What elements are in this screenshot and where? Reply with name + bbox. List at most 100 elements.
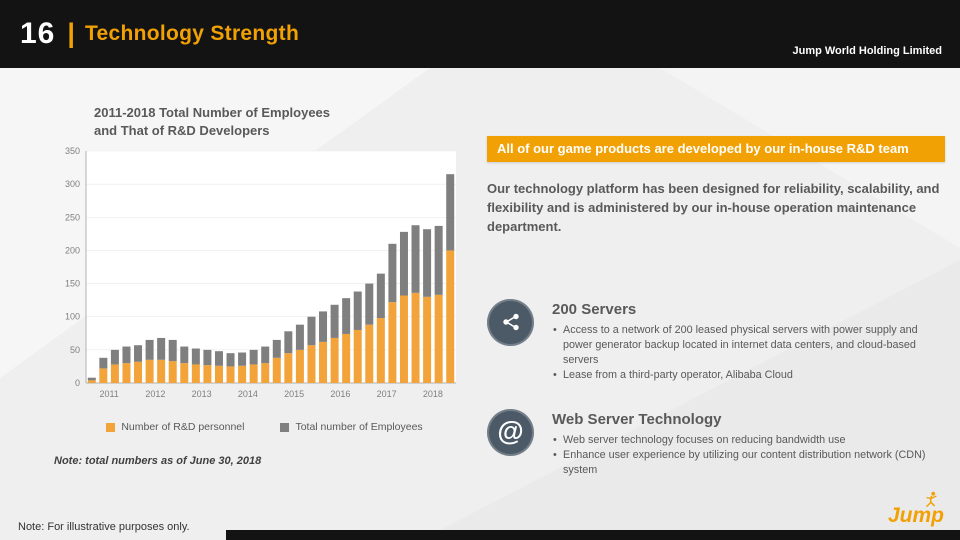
chart-legend: Number of R&D personnel Total number of … xyxy=(52,421,477,433)
bar-total-employees xyxy=(365,283,374,325)
bottom-black-bar xyxy=(226,530,960,540)
logo-wordmark: Jump xyxy=(887,504,944,528)
bullet: Access to a network of 200 leased physic… xyxy=(552,323,945,368)
employees-chart-block: 2011-2018 Total Number of Employees and … xyxy=(52,104,477,467)
section-web-server: @ Web Server Technology Web server techn… xyxy=(487,408,945,478)
bar-total-employees xyxy=(214,351,223,366)
disclaimer-note: Note: For illustrative purposes only. xyxy=(18,521,190,533)
svg-text:200: 200 xyxy=(65,246,80,256)
bar-total-employees xyxy=(99,357,108,369)
bar-total-employees xyxy=(376,273,385,319)
bar-total-employees xyxy=(249,349,258,365)
chart-title-line1: 2011-2018 Total Number of Employees xyxy=(94,105,331,120)
bar-total-employees xyxy=(423,229,432,297)
bar-rd-personnel xyxy=(226,366,235,384)
x-axis-year-label: 2018 xyxy=(423,389,443,399)
bar-rd-personnel xyxy=(342,334,351,384)
bar-rd-personnel xyxy=(110,364,119,384)
bar-total-employees xyxy=(203,349,212,366)
at-symbol-icon: @ xyxy=(487,408,534,456)
bar-rd-personnel xyxy=(434,294,443,384)
bar-rd-personnel xyxy=(249,364,258,384)
section-servers-body: 200 Servers Access to a network of 200 l… xyxy=(552,299,945,384)
x-axis-year-label: 2015 xyxy=(284,389,304,399)
bar-rd-personnel xyxy=(399,295,408,384)
bar-total-employees xyxy=(446,174,455,251)
bar-total-employees xyxy=(353,291,362,331)
bar-rd-personnel xyxy=(180,363,189,384)
network-nodes-icon xyxy=(487,298,534,346)
bar-rd-personnel xyxy=(388,302,397,384)
employees-stacked-bar-chart: 0 50 100 150 200 250 300 350 2011 2012 2013 2014 201… xyxy=(65,146,456,399)
bar-total-employees xyxy=(399,231,408,296)
bar-rd-personnel xyxy=(145,359,154,384)
svg-text:0: 0 xyxy=(75,378,80,388)
section-web-server-bullets: Web server technology focuses on reducin… xyxy=(552,433,945,478)
bar-rd-personnel xyxy=(122,363,131,384)
svg-text:250: 250 xyxy=(65,212,80,222)
bar-rd-personnel xyxy=(272,357,281,384)
section-servers: 200 Servers Access to a network of 200 l… xyxy=(487,298,945,384)
legend-label-rd: Number of R&D personnel xyxy=(121,421,245,434)
legend-item-total: Total number of Employees xyxy=(280,421,423,433)
section-servers-title: 200 Servers xyxy=(552,300,637,318)
svg-text:50: 50 xyxy=(70,345,80,355)
bullet: Lease from a third-party operator, Aliba… xyxy=(552,368,945,383)
bar-rd-personnel xyxy=(191,364,200,384)
bar-total-employees xyxy=(342,298,351,335)
legend-item-rd: Number of R&D personnel xyxy=(106,421,244,433)
page-title: Technology Strength xyxy=(84,22,300,45)
x-axis-year-label: 2017 xyxy=(377,389,397,399)
chart-title: 2011-2018 Total Number of Employees and … xyxy=(94,104,477,139)
bar-rd-personnel xyxy=(319,341,328,384)
bar-total-employees xyxy=(284,331,293,354)
bar-rd-personnel xyxy=(203,365,212,384)
bar-total-employees xyxy=(191,348,200,365)
bar-rd-personnel xyxy=(446,250,455,384)
intro-paragraph: Our technology platform has been designe… xyxy=(487,181,940,234)
bar-total-employees xyxy=(168,340,177,362)
bar-total-employees xyxy=(411,225,420,293)
bar-total-employees xyxy=(319,311,328,342)
bar-total-employees xyxy=(157,338,166,360)
section-servers-bullets: Access to a network of 200 leased physic… xyxy=(552,323,945,384)
bar-total-employees xyxy=(145,340,154,360)
title-divider: | xyxy=(67,17,75,48)
bar-rd-personnel xyxy=(99,368,108,384)
x-axis-year-label: 2011 xyxy=(99,389,118,399)
bar-total-employees xyxy=(226,353,235,367)
bullet: Enhance user experience by utilizing our… xyxy=(552,448,945,478)
bar-total-employees xyxy=(388,243,397,303)
jumping-figure-icon xyxy=(926,491,937,507)
bar-rd-personnel xyxy=(157,359,166,384)
chart-title-line2: and That of R&D Developers xyxy=(94,122,270,138)
right-column: All of our game products are developed b… xyxy=(487,136,945,478)
bullet: Web server technology focuses on reducin… xyxy=(552,433,945,448)
bar-rd-personnel xyxy=(353,330,362,384)
x-axis-year-label: 2013 xyxy=(192,389,212,399)
x-axis-year-label: 2014 xyxy=(238,389,258,399)
bar-rd-personnel xyxy=(423,296,432,384)
bar-rd-personnel xyxy=(365,324,374,384)
section-web-server-title: Web Server Technology xyxy=(552,410,722,428)
svg-text:100: 100 xyxy=(65,312,80,322)
bar-rd-personnel xyxy=(134,361,143,384)
page-number: 16 xyxy=(20,17,56,50)
bar-rd-personnel xyxy=(411,292,420,384)
company-name: Jump World Holding Limited xyxy=(792,45,942,57)
bar-total-employees xyxy=(295,324,304,350)
bar-total-employees xyxy=(134,345,143,362)
bar-total-employees xyxy=(180,346,189,364)
bar-rd-personnel xyxy=(87,380,96,384)
bar-total-employees xyxy=(261,346,270,364)
bar-rd-personnel xyxy=(238,365,247,384)
bar-rd-personnel xyxy=(168,361,177,384)
share-nodes-glyph xyxy=(502,313,519,331)
svg-text:150: 150 xyxy=(65,279,80,289)
svg-text:350: 350 xyxy=(65,146,80,156)
bar-total-employees xyxy=(87,377,96,381)
chart-note: Note: total numbers as of June 30, 2018 xyxy=(54,455,262,468)
bar-rd-personnel xyxy=(214,365,223,384)
at-glyph: @ xyxy=(497,415,524,446)
